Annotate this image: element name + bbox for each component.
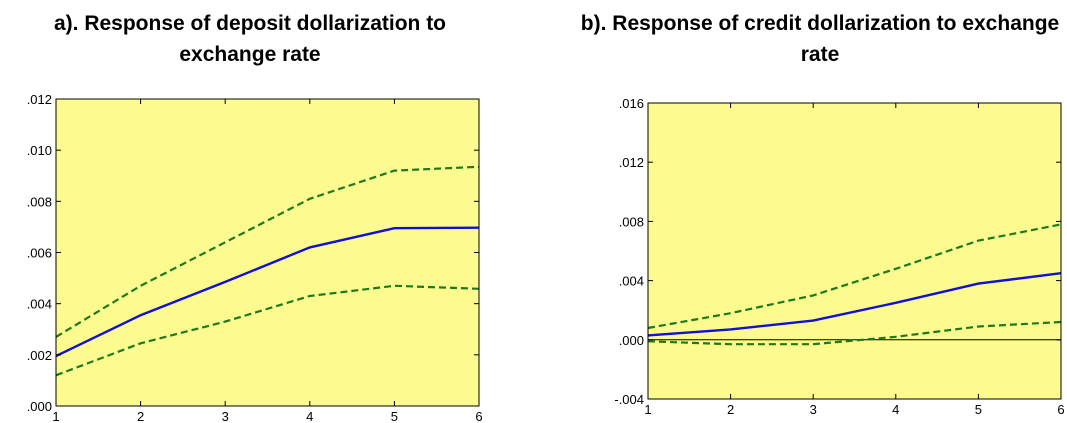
y-tick-label-b: .008 — [619, 214, 644, 229]
x-tick-label-b: 6 — [1057, 402, 1064, 417]
y-tick-label-a: .012 — [27, 92, 52, 107]
y-tick-label-b: .000 — [619, 333, 644, 348]
y-tick-label-a: .008 — [27, 194, 52, 209]
series-line-response-a — [55, 226, 480, 358]
chart-b-svg: -.004 .000 .004 .008 .012 .016 1 2 3 4 5 6 — [614, 96, 1064, 417]
chart-title-a: a). Response of deposit dollarization to… — [53, 12, 447, 66]
series-line-lower-band-a — [55, 284, 480, 377]
series-line-response-b — [647, 272, 1062, 337]
y-tick-label-a: .002 — [27, 348, 52, 363]
plot-area-b — [648, 103, 1061, 399]
y-tick-label-a: .006 — [27, 246, 52, 261]
chart-a-svg: .000 .002 .004 .006 .008 .010 .012 1 2 3 4 5 6 — [27, 92, 483, 423]
x-tick-label-a: 4 — [306, 409, 313, 423]
x-tick-label-a: 3 — [222, 409, 229, 423]
x-tick-label-a: 5 — [391, 409, 398, 423]
y-tick-label-a: .004 — [27, 297, 52, 312]
x-tick-label-a: 1 — [52, 409, 59, 423]
y-tick-label-a: .000 — [27, 399, 52, 414]
y-tick-label-a: .010 — [27, 143, 52, 158]
y-tick-label-b: .016 — [619, 96, 644, 111]
x-tick-label-a: 6 — [475, 409, 482, 423]
chart-panel-b: b). Response of credit dollarization to … — [520, 0, 1067, 423]
x-tick-label-b: 4 — [892, 402, 899, 417]
chart-title-b: b). Response of credit dollarization to … — [580, 12, 1060, 66]
series-line-upper-band-a — [55, 165, 480, 338]
y-tick-label-b: .004 — [619, 274, 644, 289]
x-tick-label-b: 2 — [727, 402, 734, 417]
x-tick-label-b: 1 — [644, 402, 651, 417]
x-tick-label-b: 3 — [810, 402, 817, 417]
series-line-lower-band-b — [647, 320, 1062, 346]
chart-panel-a: a). Response of deposit dollarization to… — [0, 0, 500, 423]
series-line-upper-band-b — [647, 223, 1062, 330]
plot-area-a — [56, 99, 479, 406]
y-tick-label-b: -.004 — [614, 392, 644, 407]
y-tick-label-b: .012 — [619, 155, 644, 170]
plot-frame-b — [647, 102, 1062, 400]
x-tick-label-b: 5 — [975, 402, 982, 417]
x-tick-label-a: 2 — [137, 409, 144, 423]
